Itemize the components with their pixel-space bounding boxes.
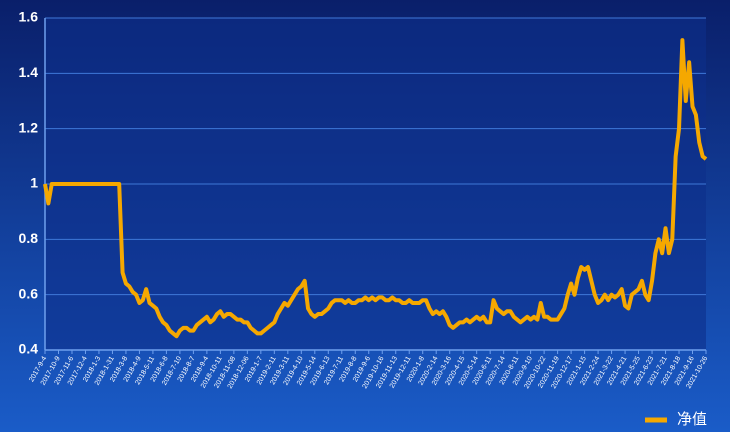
y-tick-label: 0.4 [19, 341, 39, 357]
y-tick-label: 1 [30, 175, 38, 191]
legend-label: 净值 [677, 411, 707, 428]
series-line [43, 38, 708, 339]
y-tick-label: 0.8 [19, 230, 39, 246]
y-tick-label: 1.2 [19, 119, 39, 135]
y-tick-label: 0.6 [19, 285, 39, 301]
y-tick-label: 1.4 [19, 64, 39, 80]
y-tick-label: 1.6 [19, 9, 39, 25]
